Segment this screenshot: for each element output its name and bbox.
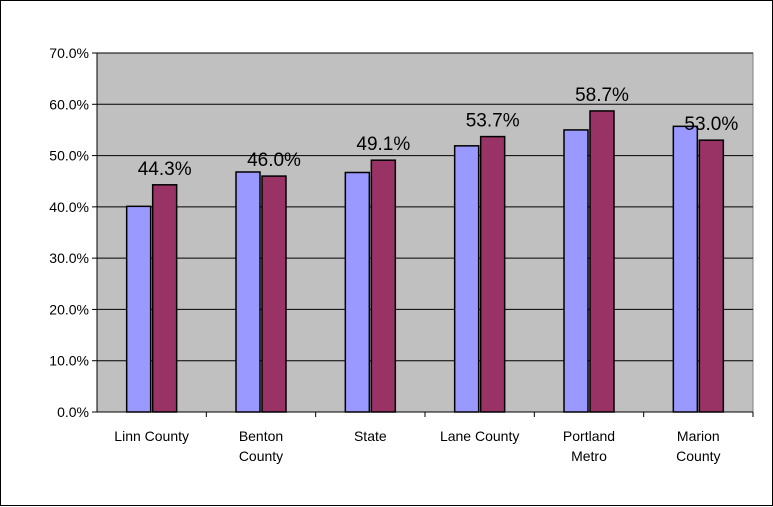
bar-series-2 xyxy=(589,110,615,413)
data-label: 49.1% xyxy=(356,134,410,155)
bar-series-2 xyxy=(370,159,397,413)
x-category-label: County xyxy=(239,448,283,464)
data-label: 58.7% xyxy=(575,85,629,106)
y-tick-label: 70.0% xyxy=(49,45,89,61)
x-category-label: Benton xyxy=(239,428,283,444)
bars xyxy=(125,110,725,413)
bar-series-1 xyxy=(453,145,480,413)
y-tick-label: 30.0% xyxy=(49,250,89,266)
bar-series-1 xyxy=(344,171,371,413)
bar-series-2 xyxy=(698,139,725,413)
data-label: 46.0% xyxy=(247,150,301,171)
y-tick-label: 40.0% xyxy=(49,199,89,215)
x-category-label: State xyxy=(354,428,387,444)
bar-series-1 xyxy=(672,125,699,413)
plot-area xyxy=(96,52,754,413)
bar-series-1 xyxy=(125,205,152,413)
y-tick-label: 0.0% xyxy=(57,404,89,420)
bar-series-1 xyxy=(563,129,589,413)
x-category-label: County xyxy=(676,448,720,464)
y-tick-label: 60.0% xyxy=(49,96,89,112)
labels: 0.0% 10.0% 20.0% 30.0% 40.0% 50.0% 60.0% 70.0% 4… xyxy=(49,45,738,464)
bar-series-2 xyxy=(479,135,506,413)
x-category-label: Marion xyxy=(677,428,720,444)
data-label: 53.0% xyxy=(684,114,738,135)
x-category-label: Metro xyxy=(571,448,607,464)
axes xyxy=(92,52,754,417)
x-category-label: Lane County xyxy=(440,428,519,444)
data-label: 53.7% xyxy=(466,111,520,132)
x-category-label: Linn County xyxy=(114,428,189,444)
y-tick-label: 20.0% xyxy=(49,301,89,317)
bar-series-2 xyxy=(151,184,178,413)
y-tick-label: 10.0% xyxy=(49,353,89,369)
bar-series-1 xyxy=(235,171,261,413)
x-category-label: Portland xyxy=(563,428,615,444)
y-tick-label: 50.0% xyxy=(49,148,89,164)
bar-series-2 xyxy=(261,175,287,413)
data-label: 44.3% xyxy=(138,159,192,180)
gridlines xyxy=(97,52,753,362)
